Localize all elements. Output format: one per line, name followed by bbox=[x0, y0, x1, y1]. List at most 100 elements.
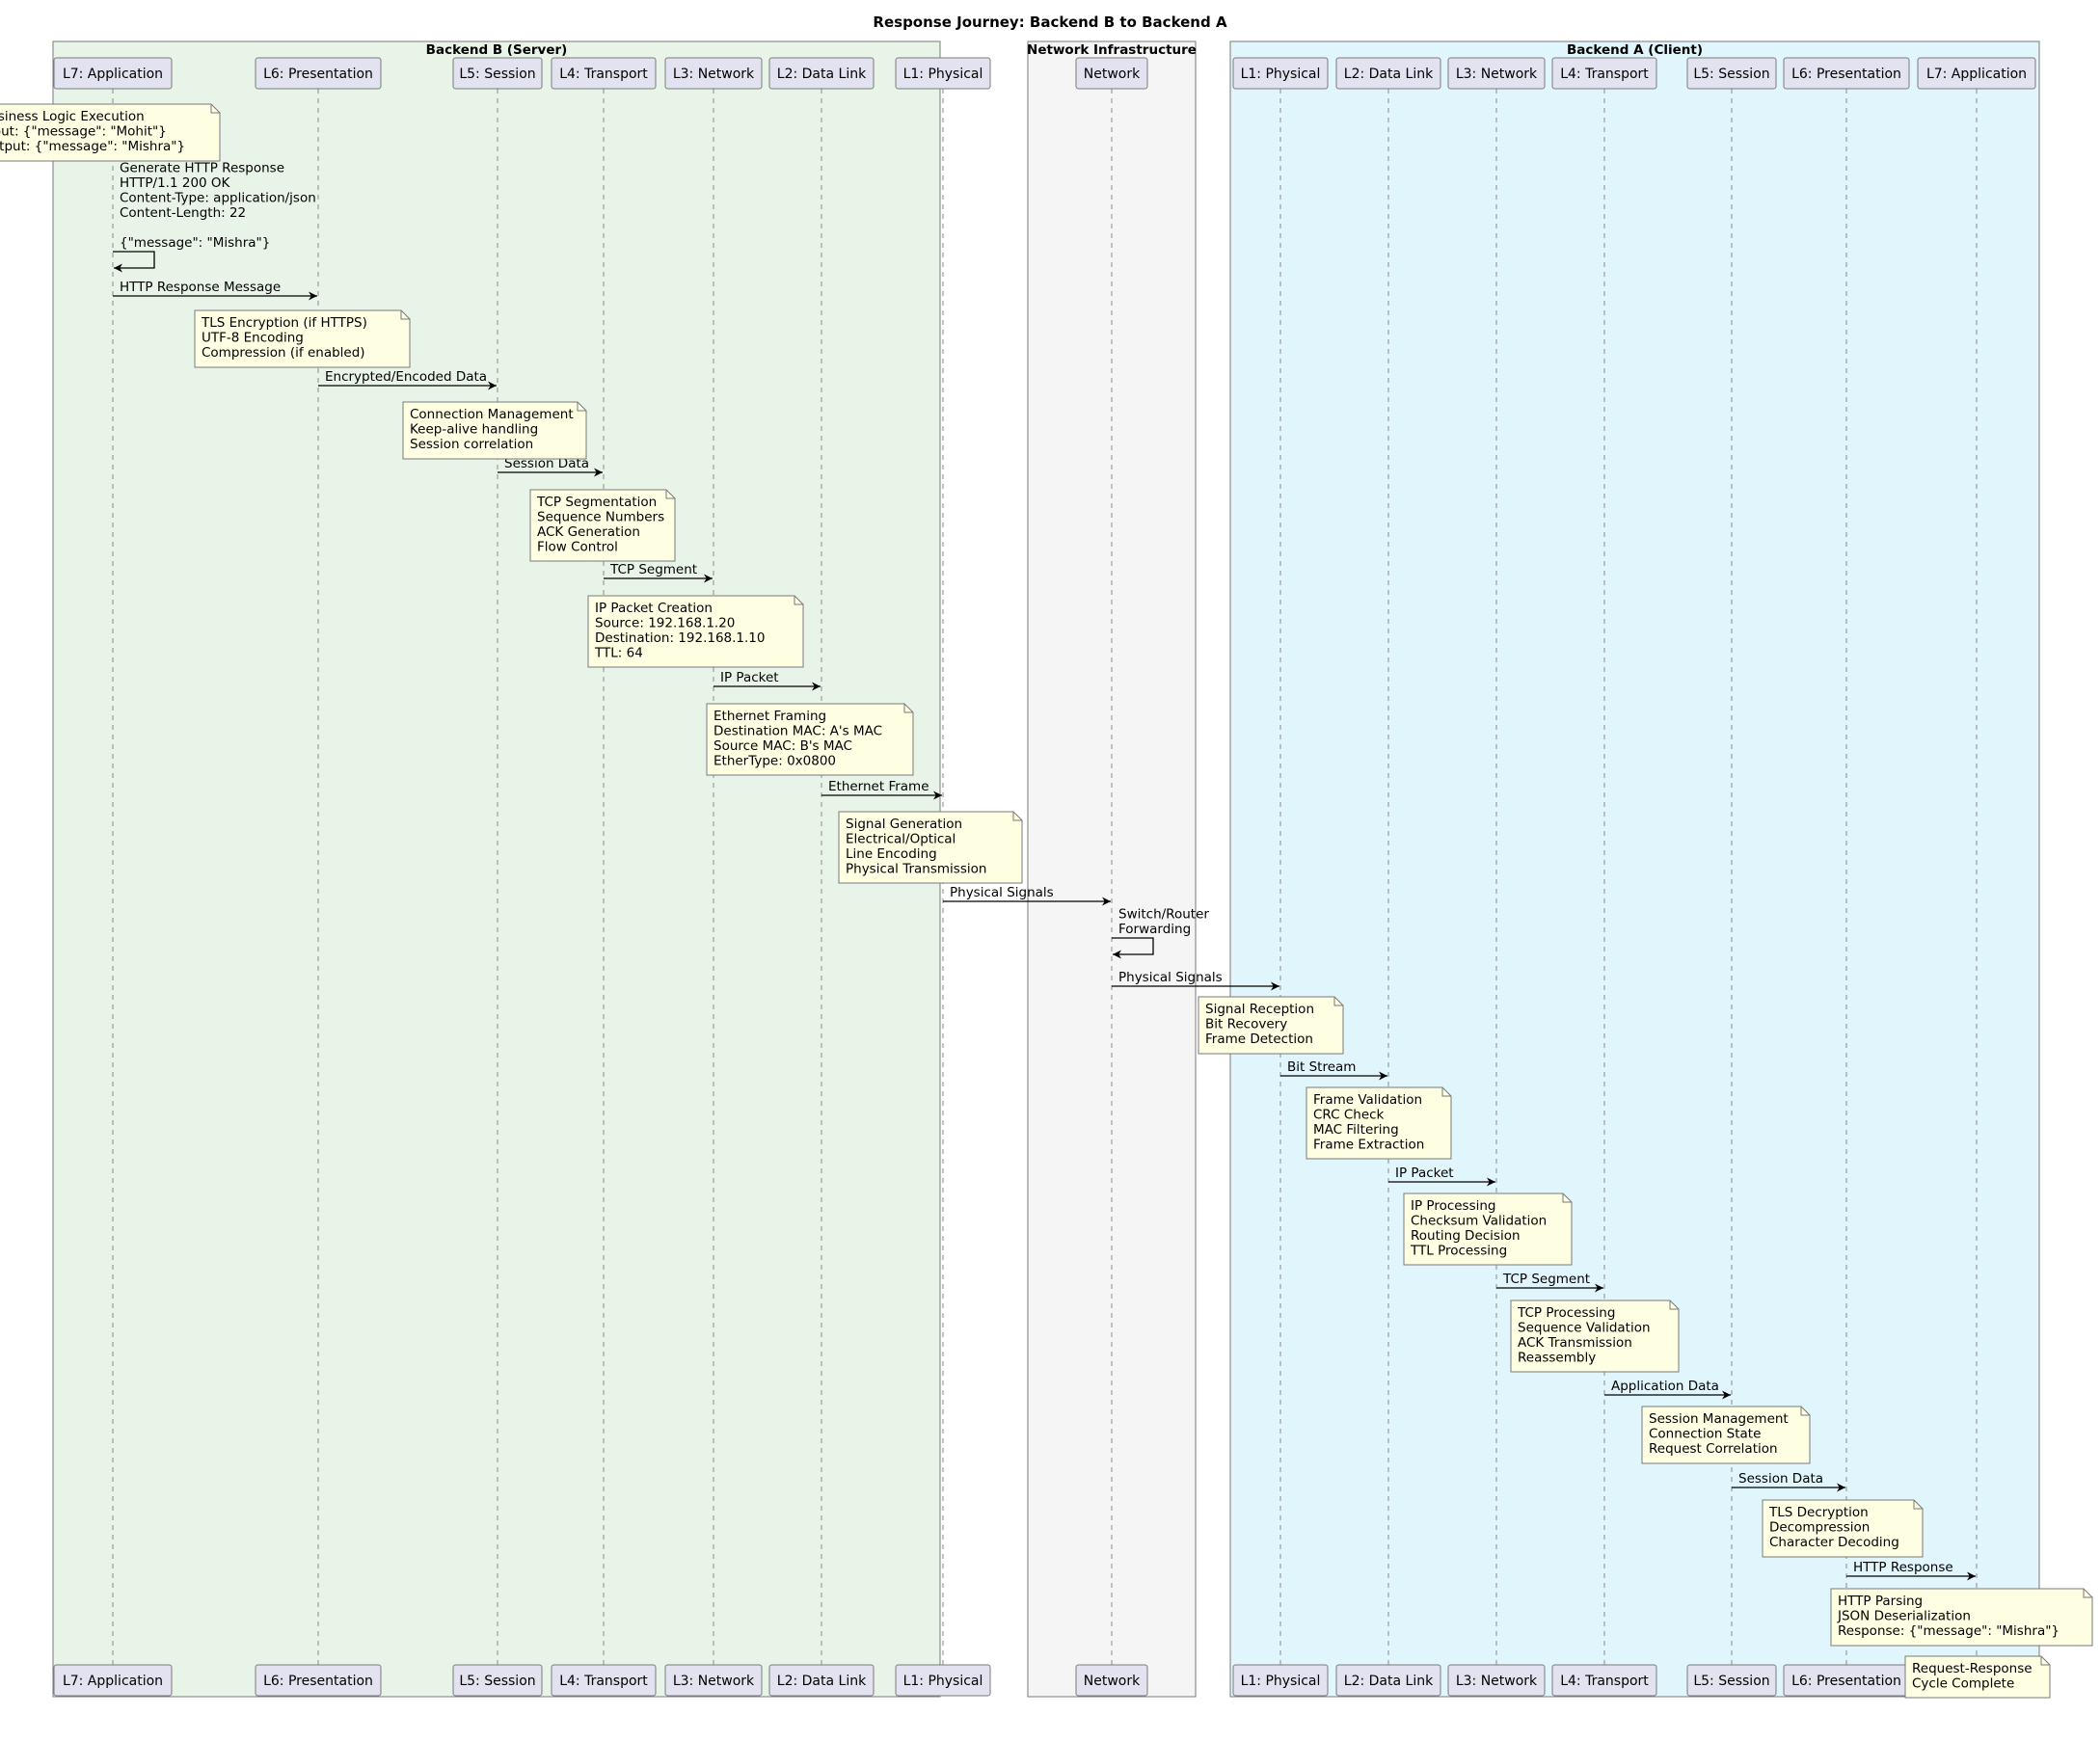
message-label-0-2: Content-Type: application/json bbox=[120, 191, 316, 206]
note-text-4-1: Source: 192.168.1.20 bbox=[595, 616, 735, 631]
note-text-10-1: Sequence Validation bbox=[1518, 1321, 1651, 1336]
note-text-1-0: TLS Encryption (if HTTPS) bbox=[201, 315, 367, 331]
note-text-8-2: MAC Filtering bbox=[1313, 1122, 1399, 1138]
message-label-1-0: HTTP Response Message bbox=[120, 280, 281, 295]
message-label-5-0: IP Packet bbox=[720, 670, 779, 685]
participant-box-head-a3 bbox=[1447, 57, 1546, 90]
participant-label-head-a3: L3: Network bbox=[1456, 67, 1538, 82]
message-1: HTTP Response Message bbox=[113, 280, 317, 301]
note-box-4 bbox=[587, 595, 804, 668]
note-box-10 bbox=[1510, 1300, 1680, 1373]
participant-label-foot-b3: L3: Network bbox=[673, 1674, 755, 1689]
note-fold-1 bbox=[400, 310, 410, 320]
message-arrow-8 bbox=[1112, 937, 1154, 959]
participant-label-foot-b7: L7: Application bbox=[63, 1674, 163, 1689]
participant-label-head-b4: L4: Transport bbox=[559, 67, 648, 82]
participant-label-head-a6: L6: Presentation bbox=[1791, 67, 1901, 82]
note-fold-8 bbox=[1441, 1087, 1451, 1097]
message-label-15-0: HTTP Response bbox=[1853, 1560, 1953, 1575]
note-text-2-1: Keep-alive handling bbox=[410, 422, 538, 438]
note-fold-3 bbox=[665, 490, 675, 499]
note-text-9-2: Routing Decision bbox=[1411, 1228, 1521, 1244]
note-fold-14 bbox=[2040, 1656, 2050, 1666]
note-text-8-0: Frame Validation bbox=[1313, 1092, 1422, 1108]
group-label-a: Backend A (Client) bbox=[1567, 42, 1703, 58]
participant-box-head-a1 bbox=[1232, 57, 1329, 90]
participant-label-foot-b2: L2: Data Link bbox=[777, 1674, 867, 1689]
note-box-11 bbox=[1641, 1406, 1811, 1464]
note-box-0 bbox=[0, 103, 221, 162]
message-2: Encrypted/Encoded Data bbox=[318, 369, 497, 390]
participant-label-head-b6: L6: Presentation bbox=[263, 67, 373, 82]
note-text-7-1: Bit Recovery bbox=[1205, 1017, 1287, 1032]
message-label-8-1: Forwarding bbox=[1118, 922, 1191, 937]
note-text-10-0: TCP Processing bbox=[1517, 1305, 1615, 1321]
note-text-4-2: Destination: 192.168.1.10 bbox=[595, 630, 765, 646]
participant-box-head-a7 bbox=[1917, 57, 2036, 90]
note-text-6-1: Electrical/Optical bbox=[846, 832, 956, 847]
note-text-6-2: Line Encoding bbox=[846, 846, 937, 862]
note-text-2-2: Session correlation bbox=[410, 437, 533, 452]
participant-label-foot-b5: L5: Session bbox=[459, 1674, 535, 1689]
note-text-8-1: CRC Check bbox=[1313, 1108, 1385, 1123]
message-label-0-0: Generate HTTP Response bbox=[120, 161, 284, 176]
diagram-title: Response Journey: Backend B to Backend A bbox=[873, 13, 1227, 31]
note-text-5-2: Source MAC: B's MAC bbox=[713, 738, 852, 754]
message-label-0-1: HTTP/1.1 200 OK bbox=[120, 175, 231, 191]
participant-label-foot-a2: L2: Data Link bbox=[1344, 1674, 1434, 1689]
message-4: TCP Segment bbox=[604, 562, 713, 583]
participant-box-foot-b7 bbox=[53, 1664, 173, 1697]
note-box-3 bbox=[529, 489, 676, 562]
participant-box-foot-b1 bbox=[895, 1664, 991, 1697]
participant-box-foot-b2 bbox=[768, 1664, 875, 1697]
note-text-11-2: Request Correlation bbox=[1649, 1441, 1778, 1457]
participant-label-head-net: Network bbox=[1084, 67, 1141, 82]
message-12: TCP Segment bbox=[1496, 1272, 1603, 1293]
message-7: Physical Signals bbox=[943, 885, 1111, 906]
message-label-3-0: Session Data bbox=[504, 456, 589, 471]
note-fold-6 bbox=[1012, 812, 1022, 821]
participant-box-head-b3 bbox=[664, 57, 763, 90]
note-fold-2 bbox=[577, 402, 586, 412]
note-text-12-1: Decompression bbox=[1769, 1520, 1870, 1536]
message-9: Physical Signals bbox=[1112, 970, 1279, 991]
note-fold-7 bbox=[1333, 997, 1343, 1006]
message-label-11-0: IP Packet bbox=[1395, 1166, 1454, 1181]
note-6: Signal GenerationElectrical/OpticalLine … bbox=[838, 811, 1023, 884]
note-text-3-1: Sequence Numbers bbox=[537, 510, 664, 525]
note-text-10-3: Reassembly bbox=[1518, 1351, 1596, 1366]
participant-label-foot-a5: L5: Session bbox=[1693, 1674, 1769, 1689]
note-box-9 bbox=[1403, 1193, 1573, 1266]
message-label-4-0: TCP Segment bbox=[609, 562, 697, 577]
participant-box-foot-a1 bbox=[1232, 1664, 1329, 1697]
note-text-4-0: IP Packet Creation bbox=[595, 601, 713, 616]
note-fold-5 bbox=[903, 704, 913, 713]
participant-label-foot-b1: L1: Physical bbox=[903, 1674, 983, 1689]
note-text-5-0: Ethernet Framing bbox=[713, 709, 826, 724]
message-14: Session Data bbox=[1732, 1471, 1845, 1492]
note-fold-11 bbox=[1800, 1407, 1810, 1416]
participant-label-head-a4: L4: Transport bbox=[1560, 67, 1649, 82]
participant-box-head-b6 bbox=[255, 57, 382, 90]
note-text-12-0: TLS Decryption bbox=[1768, 1505, 1869, 1520]
participant-box-head-b2 bbox=[768, 57, 875, 90]
note-fold-0 bbox=[210, 104, 220, 114]
participant-box-foot-b6 bbox=[255, 1664, 382, 1697]
note-fold-10 bbox=[1669, 1300, 1679, 1310]
note-box-8 bbox=[1306, 1086, 1452, 1160]
note-fold-13 bbox=[2083, 1589, 2092, 1598]
message-3: Session Data bbox=[498, 456, 603, 477]
note-text-9-0: IP Processing bbox=[1411, 1198, 1496, 1214]
participant-box-foot-a4 bbox=[1551, 1664, 1657, 1697]
group-box-a bbox=[1229, 40, 2040, 1698]
message-label-9-0: Physical Signals bbox=[1118, 970, 1223, 985]
note-box-2 bbox=[402, 401, 587, 460]
participant-label-foot-a1: L1: Physical bbox=[1241, 1674, 1321, 1689]
participant-label-head-b5: L5: Session bbox=[459, 67, 535, 82]
